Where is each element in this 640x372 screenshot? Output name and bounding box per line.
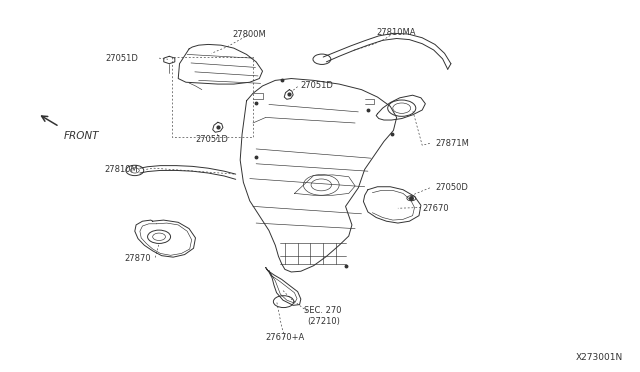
- Text: 27800M: 27800M: [233, 29, 267, 39]
- Text: 27870: 27870: [125, 254, 151, 263]
- Text: 27051D: 27051D: [105, 54, 138, 62]
- Text: 27051D: 27051D: [195, 135, 228, 144]
- Text: X273001N: X273001N: [576, 353, 623, 362]
- Text: 27810MA: 27810MA: [377, 28, 417, 37]
- Text: 27050D: 27050D: [435, 183, 468, 192]
- Text: (27210): (27210): [307, 317, 340, 326]
- Text: SEC. 270: SEC. 270: [305, 306, 342, 315]
- Text: 27810M: 27810M: [104, 165, 138, 174]
- Text: 27051D: 27051D: [301, 81, 333, 90]
- Text: FRONT: FRONT: [63, 131, 99, 141]
- Text: 27670+A: 27670+A: [265, 333, 305, 343]
- Text: 27871M: 27871M: [435, 139, 469, 148]
- Text: 27670: 27670: [422, 204, 449, 213]
